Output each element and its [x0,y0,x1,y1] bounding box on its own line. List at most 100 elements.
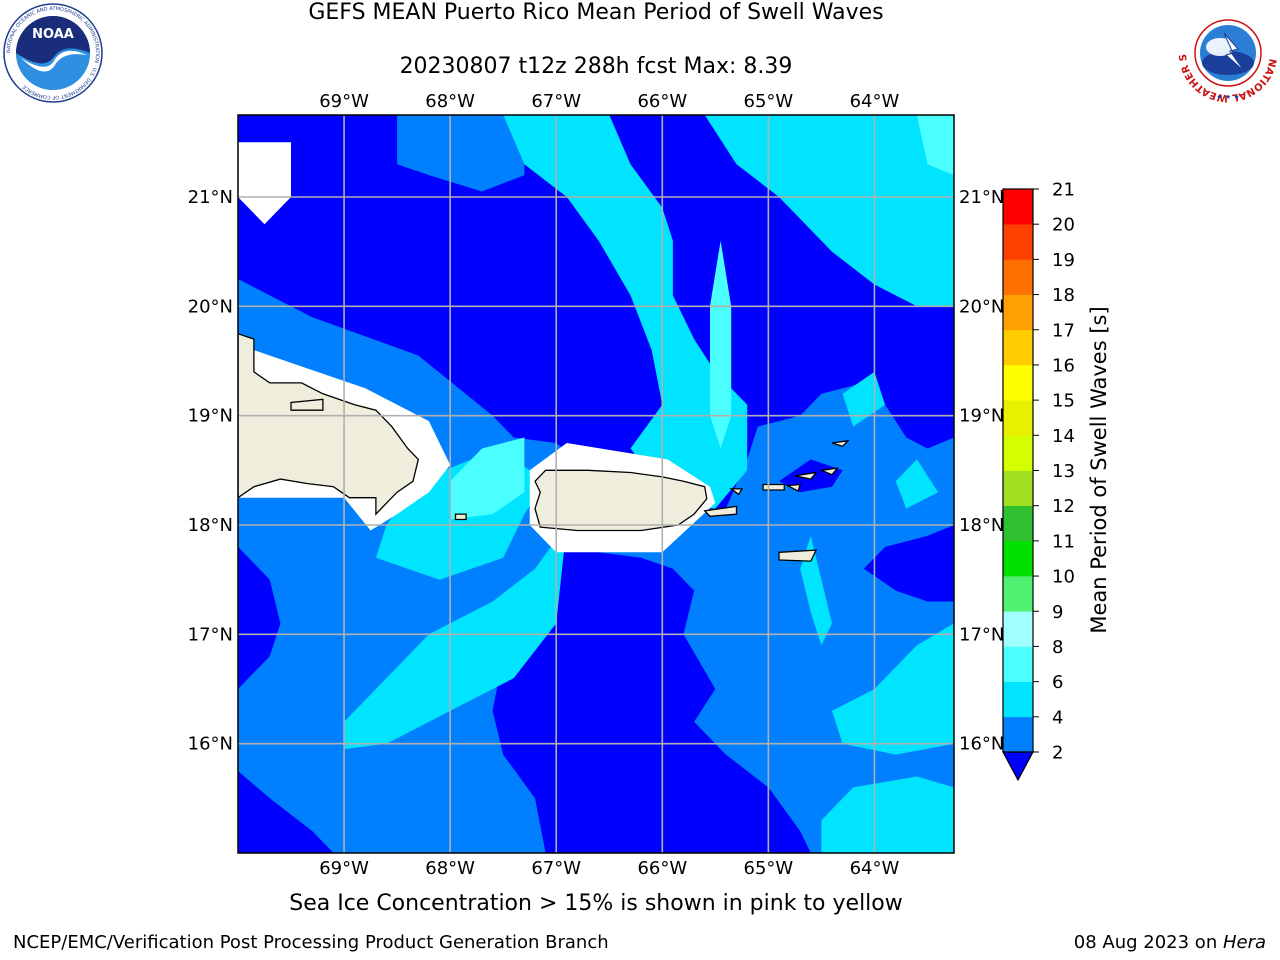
colorbar-segment [1003,576,1033,612]
map-gridlines [238,115,954,853]
lat-tick-label-right: 16°N [959,734,1004,755]
lon-tick-label-top: 66°W [637,91,687,112]
colorbar-segment [1003,681,1033,718]
nws-logo: NATIONAL WEATHER SERVICE ★ ★ ★ [1178,3,1278,103]
colorbar-tick-label: 18 [1052,285,1075,306]
colorbar-label: Mean Period of Swell Waves [s] [1087,306,1111,633]
noaa-logo-text: NOAA [32,27,74,42]
colorbar-segment [1003,470,1033,506]
land-anegada [831,439,850,448]
lon-tick-label-bottom: 67°W [531,858,581,879]
colorbar-tick-label: 17 [1052,320,1075,341]
lat-tick-label-left: 18°N [188,515,233,536]
lat-tick-label-left: 16°N [188,734,233,755]
lon-tick-label-bottom: 68°W [425,858,475,879]
noaa-logo: NOAA NATIONAL OCEANIC AND ATMOSPHERIC AD… [3,3,103,103]
swell-period-region-14 [821,776,954,853]
lat-tick-label-right: 19°N [959,406,1004,427]
nws-stars: ★ ★ ★ [1216,93,1239,101]
footer-organization: NCEP/EMC/Verification Post Processing Pr… [13,932,609,953]
swell-period-region-3 [492,546,811,853]
masked-region-0 [238,142,291,225]
swell-period-region-15 [895,459,939,509]
colorbar-tick-label: 9 [1052,602,1063,623]
lat-tick-label-right: 17°N [959,624,1004,645]
map-axis-labels: 69°W 69°W 68°W 68°W 67°W 67°W 66°W 66°W 65°W 65°W… [188,91,1005,879]
lat-tick-label-left: 17°N [188,624,233,645]
colorbar-tick-label: 15 [1052,391,1075,412]
swell-period-region-5 [863,525,954,602]
colorbar-tick-label: 16 [1052,355,1075,376]
land-hispaniola [238,333,420,516]
colorbar-segment [1003,716,1033,753]
swell-period-region-18 [710,240,732,449]
colorbar-tick-label: 21 [1052,180,1075,201]
lat-tick-label-left: 20°N [188,296,233,317]
lon-tick-label-bottom: 64°W [850,858,900,879]
lon-tick-label-top: 69°W [319,91,369,112]
swell-period-region-8 [503,115,748,509]
footer-host: Hera [1222,932,1266,953]
colorbar-tick-label: 8 [1052,637,1063,658]
swell-period-region-4 [238,546,281,689]
colorbar-tick-label: 4 [1052,707,1063,728]
land-st-croix [778,549,818,562]
lon-tick-label-bottom: 65°W [744,858,794,879]
lat-tick-label-left: 19°N [188,406,233,427]
colorbar-tick-label: 12 [1052,496,1075,517]
colorbar-segment [1003,329,1033,366]
colorbar: 2 4 6 8 9 10 11 12 13 14 15 16 17 18 19 20 21 [1001,180,1075,782]
colorbar-segment [1003,505,1033,542]
swell-period-region-13 [832,623,954,755]
lon-tick-label-bottom: 66°W [637,858,687,879]
colorbar-tick-label: 19 [1052,250,1075,271]
colorbar-tick-label: 6 [1052,672,1063,693]
swell-period-region-12 [800,535,832,646]
colorbar-tick-label: 10 [1052,567,1075,588]
land-tortola [794,471,818,480]
colorbar-segment [1003,294,1033,331]
colorbar-segment [1003,259,1033,295]
colorbar-segment [1003,540,1033,577]
footer-date: 08 Aug 2023 on Hera [1074,932,1266,953]
colorbar-tick-label: 11 [1052,531,1075,552]
colorbar-segment [1003,435,1033,471]
colorbar-segment [1003,364,1033,401]
swell-period-region-9 [704,115,954,307]
land-hispaniola-north-island [290,398,324,411]
swell-period-region-17 [450,437,525,520]
colorbar-tick-label: 20 [1052,215,1075,236]
lon-tick-label-top: 65°W [744,91,794,112]
colorbar-segment [1003,224,1033,260]
footer-date-text: 08 Aug 2023 on [1073,932,1223,953]
land-mona [454,513,467,521]
lon-tick-label-top: 67°W [531,91,581,112]
land-st-john [785,483,802,493]
colorbar-tick-label: 2 [1052,743,1063,764]
land-vieques [703,505,738,517]
lat-tick-label-right: 18°N [959,515,1004,536]
sea-ice-note: Sea Ice Concentration > 15% is shown in … [289,891,903,916]
land-st-thomas [762,483,785,491]
colorbar-under-arrow [1001,751,1035,782]
swell-period-region-19 [916,115,954,176]
swell-period-region-11 [344,525,567,750]
lon-tick-label-top: 68°W [425,91,475,112]
title-line-2: 20230807 t12z 288h fcst Max: 8.39 [399,54,793,79]
lon-tick-label-top: 64°W [850,91,900,112]
map-frame [237,114,955,854]
colorbar-tick-label: 14 [1052,426,1075,447]
colorbar-tick-label: 13 [1052,461,1075,482]
swell-period-region-1 [397,115,525,192]
lon-tick-label-bottom: 69°W [319,858,369,879]
colorbar-segment [1003,646,1033,682]
colorbar-segment [1003,611,1033,647]
colorbar-segment [1003,400,1033,436]
title-line-1: GEFS MEAN Puerto Rico Mean Period of Swe… [308,0,884,25]
lat-tick-label-left: 21°N [188,187,233,208]
land-culebra [729,488,744,496]
land-virgin-gorda [818,467,839,476]
lat-tick-label-right: 21°N [959,187,1004,208]
land-puerto-rico [534,469,708,532]
